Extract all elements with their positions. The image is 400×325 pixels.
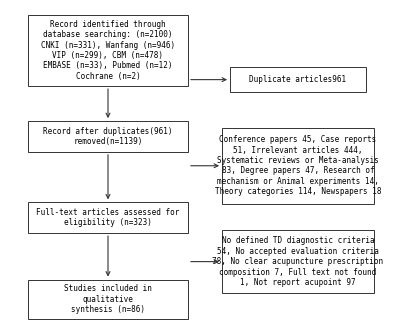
Text: No defined TD diagnostic criteria
54, No accepted evaluation criteria
78, No cle: No defined TD diagnostic criteria 54, No… — [212, 236, 384, 287]
Text: Conference papers 45, Case reports
51, Irrelevant articles 444,
Systematic revie: Conference papers 45, Case reports 51, I… — [215, 135, 381, 196]
FancyBboxPatch shape — [28, 15, 188, 86]
FancyBboxPatch shape — [28, 121, 188, 152]
Text: Full-text articles assessed for
eligibility (n=323): Full-text articles assessed for eligibil… — [36, 208, 180, 227]
Text: Record identified through
database searching: (n=2100)
CNKI (n=331), Wanfang (n=: Record identified through database searc… — [41, 20, 175, 81]
FancyBboxPatch shape — [28, 280, 188, 318]
FancyBboxPatch shape — [230, 68, 366, 92]
FancyBboxPatch shape — [222, 128, 374, 204]
Text: Record after duplicates(961)
removed(n=1139): Record after duplicates(961) removed(n=1… — [43, 127, 173, 146]
Text: Studies included in
qualitative
synthesis (n=86): Studies included in qualitative synthesi… — [64, 284, 152, 314]
Text: Duplicate articles961: Duplicate articles961 — [250, 75, 346, 84]
FancyBboxPatch shape — [28, 202, 188, 233]
FancyBboxPatch shape — [222, 230, 374, 293]
